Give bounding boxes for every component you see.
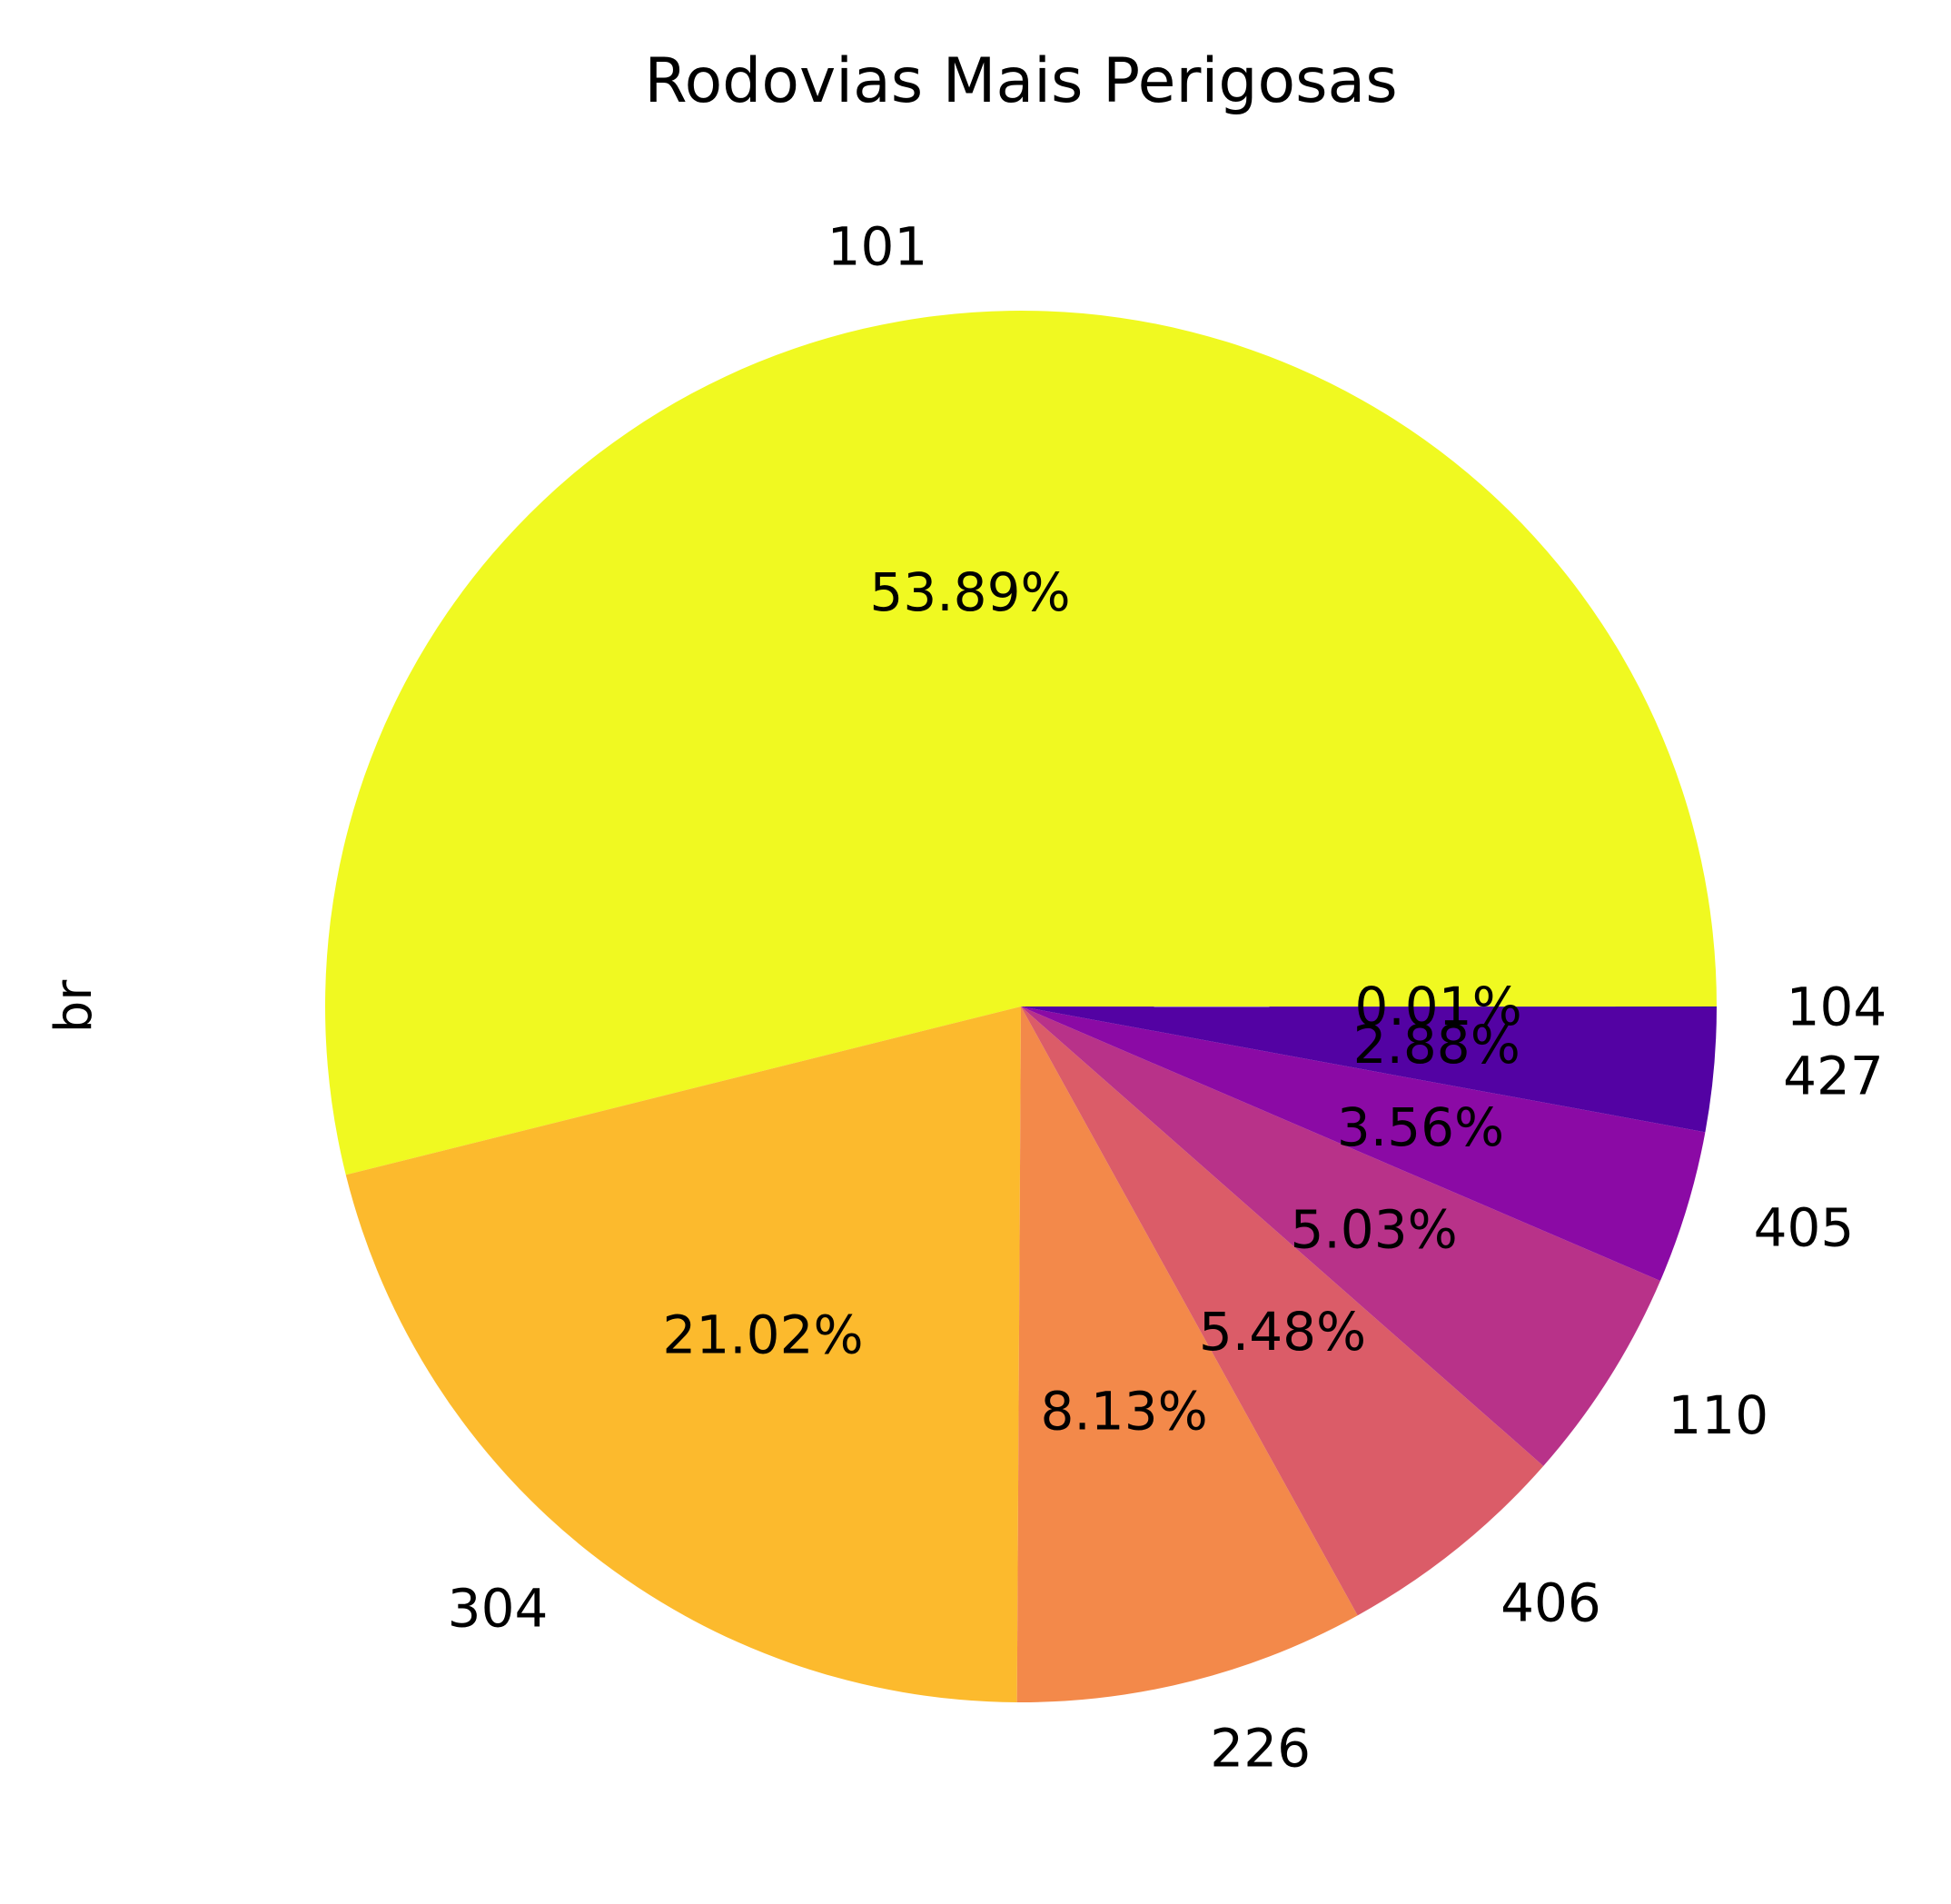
slice-percent-427: 2.88% bbox=[1353, 1014, 1520, 1076]
pie-slice-427 bbox=[1021, 1007, 1717, 1133]
slice-percent-101: 53.89% bbox=[869, 561, 1070, 623]
slice-percent-405: 3.56% bbox=[1337, 1096, 1504, 1158]
slice-label-104: 104 bbox=[1787, 976, 1887, 1037]
slice-label-226: 226 bbox=[1210, 1718, 1311, 1780]
slice-percent-406: 5.48% bbox=[1199, 1301, 1366, 1363]
pie-slice-101 bbox=[324, 310, 1717, 1175]
pie-slice-405 bbox=[1021, 1007, 1706, 1282]
slice-percent-104: 0.01% bbox=[1354, 976, 1521, 1037]
slice-percent-304: 21.02% bbox=[662, 1304, 863, 1365]
slice-label-406: 406 bbox=[1500, 1572, 1601, 1634]
pie-slice-406 bbox=[1021, 1007, 1544, 1616]
pie-labels: 101 53.89% 304 21.02% 226 8.13% 406 5.48% 110 5.0… bbox=[448, 216, 1887, 1780]
chart-title: Rodovias Mais Perigosas bbox=[644, 45, 1397, 117]
slice-label-427: 427 bbox=[1783, 1046, 1884, 1107]
pie-slice-226 bbox=[1016, 1007, 1358, 1703]
slice-label-405: 405 bbox=[1754, 1197, 1855, 1259]
y-axis-label: br bbox=[45, 979, 104, 1034]
pie-slice-304 bbox=[345, 1007, 1021, 1702]
slice-percent-110: 5.03% bbox=[1290, 1198, 1457, 1260]
pie-slice-110 bbox=[1021, 1007, 1660, 1466]
pie-slices bbox=[324, 310, 1717, 1703]
slice-label-304: 304 bbox=[448, 1578, 549, 1640]
slice-label-110: 110 bbox=[1668, 1384, 1768, 1446]
slice-label-101: 101 bbox=[827, 216, 928, 278]
slice-percent-226: 8.13% bbox=[1040, 1380, 1207, 1442]
